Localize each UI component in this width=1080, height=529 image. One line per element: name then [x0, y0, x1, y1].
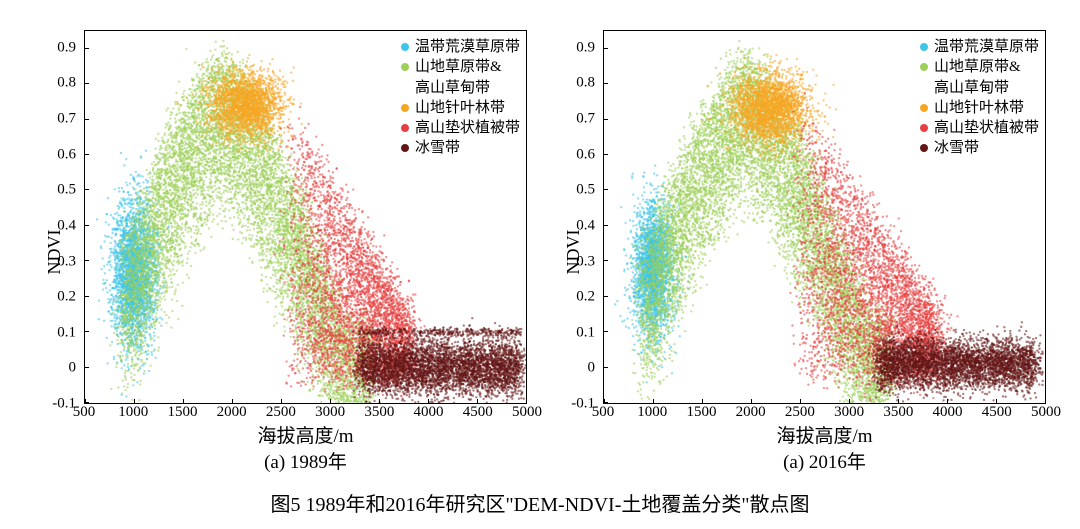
x-tick-label: 4500 [982, 404, 1012, 421]
x-tick-label: 1500 [686, 404, 716, 421]
y-tick-label: 0.8 [24, 75, 76, 92]
legend-label: 山地草原带& [934, 57, 1021, 77]
y-tick-label: 0.3 [24, 253, 76, 270]
figure-caption: 图5 1989年和2016年研究区"DEM-NDVI-土地覆盖分类"散点图 [24, 484, 1056, 519]
legend-label: 高山垫状植被带 [415, 118, 520, 138]
plot-area-2016: 温带荒漠草原带山地草原带&高山草甸带山地针叶林带高山垫状植被带冰雪带 [603, 30, 1046, 404]
y-tick-label: 0.5 [543, 182, 595, 199]
legend-swatch [401, 124, 409, 132]
x-tick-label: 2000 [736, 404, 766, 421]
x-tick-label: 4500 [463, 404, 493, 421]
legend-swatch [920, 124, 928, 132]
panel-1989: NDVI -0.100.10.20.30.40.50.60.70.80.9 温带… [24, 20, 537, 484]
y-tick-label: 0 [24, 360, 76, 377]
x-tick-label: 1500 [167, 404, 197, 421]
y-tick-label: 0.2 [543, 289, 595, 306]
y-ticks-2016: -0.100.10.20.30.40.50.60.70.80.9 [543, 30, 599, 404]
y-tick-label: 0.8 [543, 75, 595, 92]
x-tick-label: 2500 [785, 404, 815, 421]
y-tick-label: 0.1 [543, 324, 595, 341]
legend-item: 高山草甸带 [401, 78, 520, 98]
x-tick-label: 2000 [217, 404, 247, 421]
legend-item: 高山草甸带 [920, 78, 1039, 98]
x-tick-label: 2500 [266, 404, 296, 421]
legend-item: 山地针叶林带 [920, 98, 1039, 118]
x-tick-label: 3000 [834, 404, 864, 421]
y-tick-label: 0.2 [24, 289, 76, 306]
x-tick-label: 1000 [637, 404, 667, 421]
y-tick-label: -0.1 [543, 396, 595, 413]
panel-sublabel-2016: (a) 2016年 [603, 447, 1046, 474]
y-tick-label: 0.5 [24, 182, 76, 199]
legend-label: 山地针叶林带 [415, 98, 505, 118]
legend-label: 高山草甸带 [415, 78, 490, 98]
x-axis-label: 海拔高度/m [603, 421, 1046, 448]
figure-container: NDVI -0.100.10.20.30.40.50.60.70.80.9 温带… [0, 0, 1080, 529]
x-tick-label: 3500 [364, 404, 394, 421]
panel-sublabel-1989: (a) 1989年 [84, 447, 527, 474]
y-tick-label: 0.7 [543, 111, 595, 128]
x-tick-label: 1000 [118, 404, 148, 421]
x-tick-label: 4000 [933, 404, 963, 421]
y-tick-label: 0.4 [24, 217, 76, 234]
legend-swatch [920, 43, 928, 51]
legend-item: 冰雪带 [920, 138, 1039, 158]
legend-swatch [920, 63, 928, 71]
panels-row: NDVI -0.100.10.20.30.40.50.60.70.80.9 温带… [24, 20, 1056, 484]
legend-item: 山地草原带& [401, 57, 520, 77]
legend-item: 冰雪带 [401, 138, 520, 158]
y-tick-label: 0.9 [543, 39, 595, 56]
legend-1989: 温带荒漠草原带山地草原带&高山草甸带山地针叶林带高山垫状植被带冰雪带 [401, 37, 520, 159]
legend-label: 温带荒漠草原带 [934, 37, 1039, 57]
y-tick-label: 0.6 [543, 146, 595, 163]
y-ticks-1989: -0.100.10.20.30.40.50.60.70.80.9 [24, 30, 80, 404]
y-tick-label: 0.4 [543, 217, 595, 234]
y-tick-label: 0 [543, 360, 595, 377]
y-tick-label: 0.6 [24, 146, 76, 163]
legend-item: 高山垫状植被带 [920, 118, 1039, 138]
x-axis-label: 海拔高度/m [84, 421, 527, 448]
y-tick-label: 0.3 [543, 253, 595, 270]
legend-swatch [920, 144, 928, 152]
legend-item: 温带荒漠草原带 [920, 37, 1039, 57]
legend-swatch [401, 104, 409, 112]
legend-item: 山地草原带& [920, 57, 1039, 77]
legend-swatch [401, 63, 409, 71]
legend-swatch [401, 43, 409, 51]
plot-area-1989: 温带荒漠草原带山地草原带&高山草甸带山地针叶林带高山垫状植被带冰雪带 [84, 30, 527, 404]
x-tick-label: 5000 [1031, 404, 1061, 421]
panel-2016: NDVI -0.100.10.20.30.40.50.60.70.80.9 温带… [543, 20, 1056, 484]
legend-label: 山地针叶林带 [934, 98, 1024, 118]
legend-swatch [920, 104, 928, 112]
y-tick-label: 0.9 [24, 39, 76, 56]
legend-label: 高山草甸带 [934, 78, 1009, 98]
legend-label: 温带荒漠草原带 [415, 37, 520, 57]
y-tick-label: 0.7 [24, 111, 76, 128]
legend-swatch [401, 144, 409, 152]
legend-item: 高山垫状植被带 [401, 118, 520, 138]
x-tick-label: 500 [592, 404, 615, 421]
legend-label: 冰雪带 [934, 138, 979, 158]
x-tick-label: 500 [73, 404, 96, 421]
x-tick-label: 5000 [512, 404, 542, 421]
legend-label: 高山垫状植被带 [934, 118, 1039, 138]
x-tick-label: 3500 [883, 404, 913, 421]
legend-label: 冰雪带 [415, 138, 460, 158]
legend-item: 山地针叶林带 [401, 98, 520, 118]
legend-2016: 温带荒漠草原带山地草原带&高山草甸带山地针叶林带高山垫状植被带冰雪带 [920, 37, 1039, 159]
x-tick-label: 3000 [315, 404, 345, 421]
legend-label: 山地草原带& [415, 57, 502, 77]
legend-item: 温带荒漠草原带 [401, 37, 520, 57]
x-tick-label: 4000 [414, 404, 444, 421]
y-tick-label: -0.1 [24, 396, 76, 413]
y-tick-label: 0.1 [24, 324, 76, 341]
